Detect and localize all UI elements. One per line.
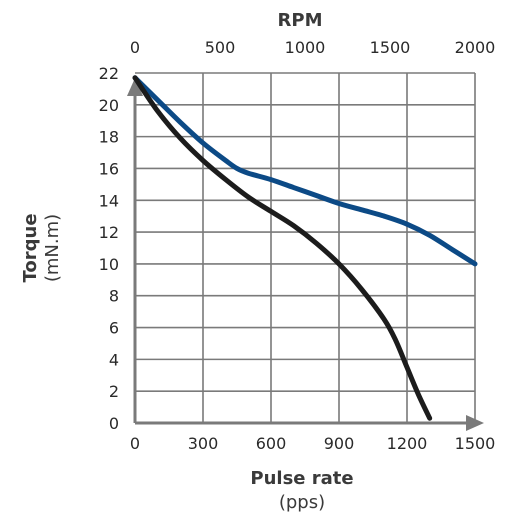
y-tick-label: 0 — [109, 414, 119, 433]
y-tick-label: 8 — [109, 287, 119, 306]
ticks-layer: 0 2 4 6 8 10 12 14 16 18 20 22 0 300 600 900 1200 1500 0 50… — [99, 38, 496, 453]
top-tick-label: 0 — [130, 38, 140, 57]
series-layer — [132, 75, 478, 421]
series-line-1 — [132, 75, 478, 267]
y-axis-unit: (mN.m) — [42, 214, 63, 282]
axis-layer — [127, 78, 484, 431]
y-tick-label: 20 — [99, 96, 119, 115]
x-axis-unit: (pps) — [279, 492, 325, 513]
y-tick-label: 16 — [99, 159, 119, 178]
x-axis-arrow — [466, 415, 484, 431]
y-tick-label: 4 — [109, 350, 119, 369]
x-tick-label: 1200 — [387, 434, 428, 453]
top-tick-label: 1500 — [370, 38, 411, 57]
y-axis-arrow — [127, 78, 143, 96]
y-tick-label: 10 — [99, 255, 119, 274]
y-tick-label: 18 — [99, 128, 119, 147]
y-tick-label: 12 — [99, 223, 119, 242]
x-tick-label: 1500 — [455, 434, 496, 453]
y-axis-title: Torque — [20, 213, 41, 282]
x-tick-label: 0 — [130, 434, 140, 453]
top-tick-label: 1000 — [285, 38, 326, 57]
top-tick-label: 2000 — [455, 38, 496, 57]
top-tick-label: 500 — [205, 38, 236, 57]
y-tick-label: 14 — [99, 191, 119, 210]
series-line-2 — [132, 75, 433, 421]
y-tick-label: 22 — [99, 64, 119, 83]
x-axis-title: Pulse rate — [250, 468, 353, 489]
y-tick-label: 2 — [109, 382, 119, 401]
x-tick-label: 900 — [324, 434, 355, 453]
x-tick-label: 300 — [188, 434, 219, 453]
y-tick-label: 6 — [109, 319, 119, 338]
x-tick-label: 600 — [256, 434, 287, 453]
top-axis-title: RPM — [278, 10, 323, 31]
